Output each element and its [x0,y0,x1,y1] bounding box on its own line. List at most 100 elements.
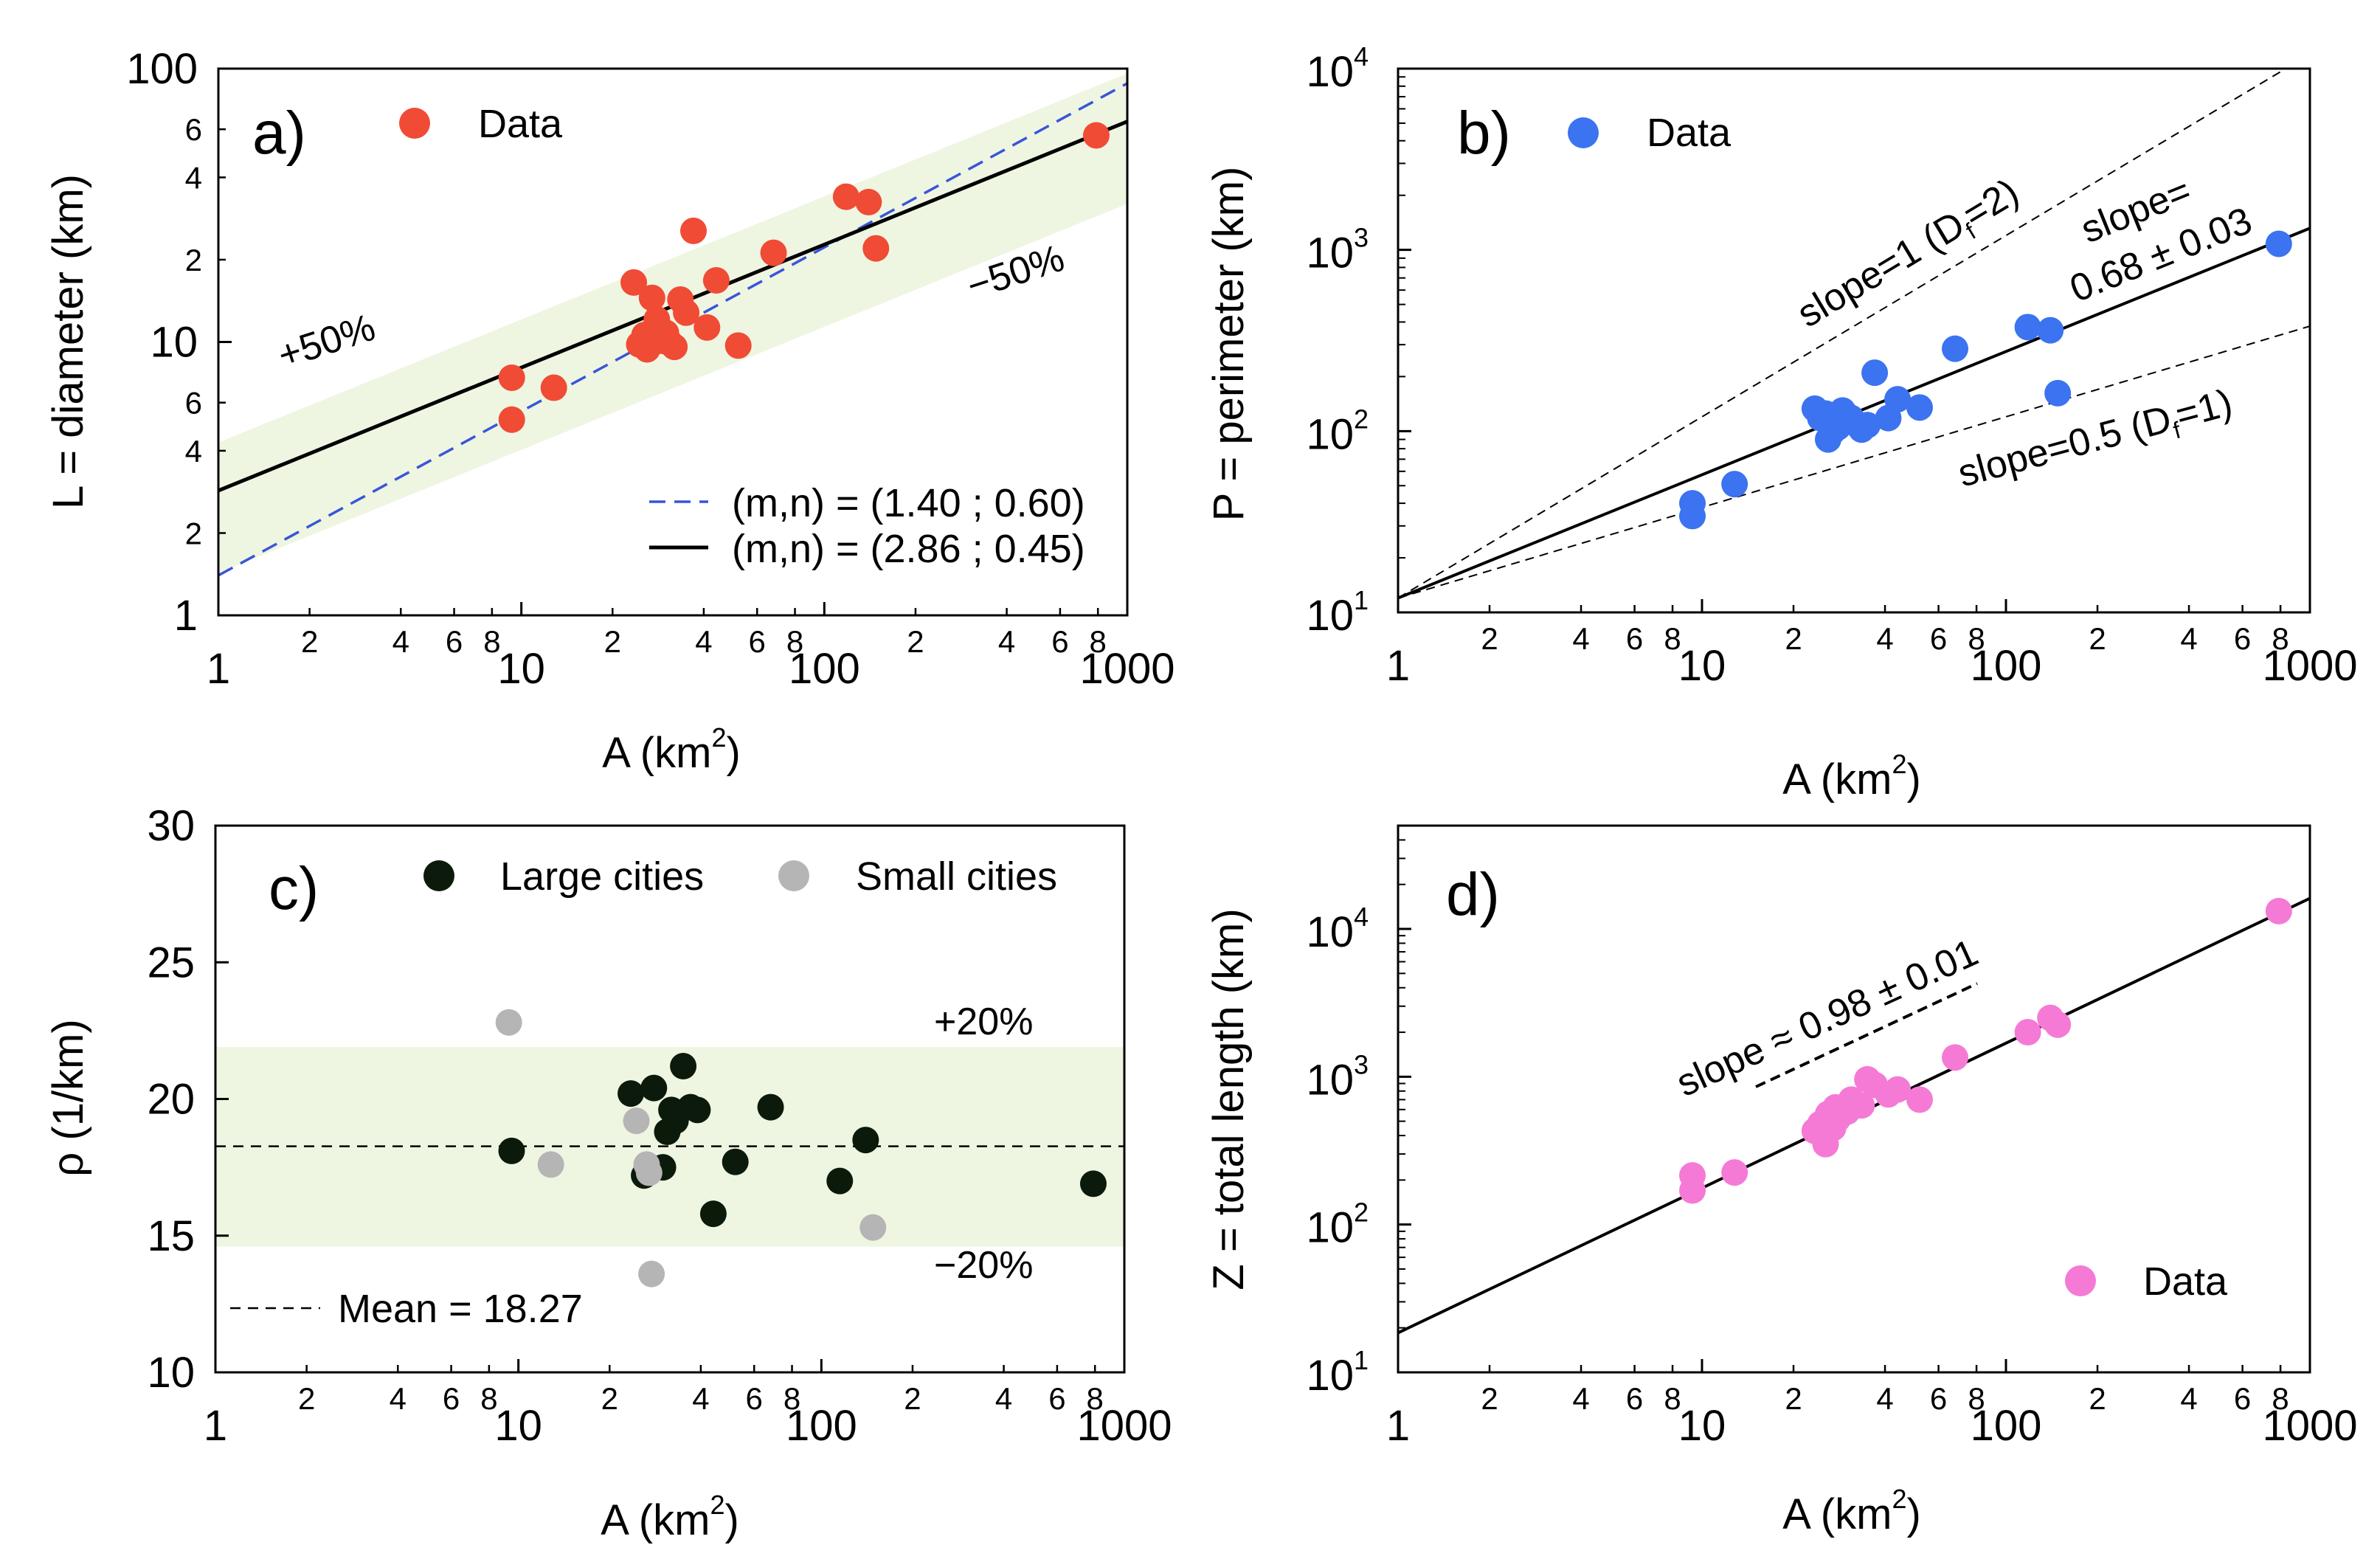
x-minor-tick-label: 8 [1968,621,1985,656]
data-point [855,188,882,215]
x-minor-tick-label: 8 [1087,1381,1104,1416]
y-tick-label: 10 [147,1349,195,1397]
fit-line [1398,69,2288,599]
y-tick-label: 101 [1306,1345,1369,1400]
data-point [670,1053,697,1080]
legend-label-mean: Mean = 18.27 [338,1287,583,1331]
error-band [215,1047,1124,1247]
annotation-slope: slope ≈ 0.98 ± 0.01 [1670,931,1985,1105]
data-point [1679,490,1706,517]
data-point [1906,1086,1933,1113]
legend-label-large-cities: Large cities [500,854,704,899]
x-minor-tick-label: 6 [1051,624,1068,659]
y-minor-tick-label: 4 [185,434,202,469]
x-minor-tick-label: 6 [1930,621,1947,656]
legend-label-small-cities: Small cities [856,854,1057,899]
y-tick-label: 103 [1306,1049,1369,1104]
data-point [852,1127,879,1154]
x-minor-tick-label: 4 [692,1381,709,1416]
x-minor-tick-label: 6 [2234,621,2251,656]
data-point [757,1093,784,1121]
x-minor-tick-label: 4 [2180,1381,2197,1416]
data-point [1082,122,1110,149]
legend-marker-large-cities [423,860,454,891]
data-point [2014,1019,2041,1046]
x-minor-tick-label: 8 [783,1381,800,1416]
data-point [2037,317,2064,344]
legend-marker-small-cities [778,860,809,891]
x-minor-tick-label: 6 [1626,621,1643,656]
data-point [635,1159,663,1186]
data-point [2044,1011,2072,1038]
data-point [1721,1159,1748,1186]
x-tick-label: 100 [786,1402,857,1450]
y-tick-label: 100 [126,45,198,93]
data-point [638,1260,665,1287]
x-minor-tick-label: 8 [1968,1381,1985,1416]
y-tick-label: 101 [1306,585,1369,640]
x-minor-tick-label: 8 [1664,1381,1681,1416]
data-point [2265,230,2292,257]
x-tick-label: 10 [494,1402,542,1450]
annotation-minus20: −20% [934,1244,1033,1287]
panel-label: b) [1457,100,1511,167]
data-point [537,1151,564,1178]
y-ticks: 1 10 100 2 4 6 2 4 6 [126,45,232,640]
x-minor-tick-label: 8 [2272,621,2289,656]
data-point [1906,394,1933,421]
x-minor-tick-label: 6 [746,1381,763,1416]
x-minor-tick-label: 4 [1572,1381,1589,1416]
band-area [215,1047,1124,1247]
x-minor-tick-label: 4 [1876,621,1893,656]
y-tick-label: 103 [1306,223,1369,277]
x-tick-label: 10 [1678,642,1726,690]
data-point [498,1137,525,1164]
x-tick-label: 100 [789,645,860,693]
y-minor-tick-label: 2 [185,516,202,550]
annotation-plus50: +50% [273,306,381,378]
x-axis-label: A (km2) [1782,749,1921,803]
data-point [618,1080,645,1107]
x-tick-label: 1000 [2262,1402,2357,1450]
y-tick-label: 1 [174,592,198,640]
x-minor-tick-label: 4 [392,624,409,659]
x-minor-tick-label: 6 [1930,1381,1947,1416]
data-point [1079,1170,1107,1197]
x-minor-tick-label: 2 [298,1381,315,1416]
y-ticks: 101 102 103 104 [1306,41,1411,640]
data-point [2265,897,2292,924]
x-minor-tick-label: 8 [1090,624,1107,659]
x-minor-tick-label: 4 [2180,621,2197,656]
y-tick-label: 104 [1306,41,1369,96]
x-axis-label: A (km2) [601,1490,739,1544]
data-point [638,284,665,311]
x-minor-tick-label: 4 [695,624,712,659]
y-tick-label: 104 [1306,902,1369,956]
data-point [2014,314,2041,341]
x-minor-tick-label: 2 [1785,621,1802,656]
data-point [702,267,730,294]
data-point [495,1009,522,1036]
y-minor-tick-label: 2 [185,243,202,277]
y-axis-label: ρ (1/km) [44,1019,92,1176]
fit-line [1398,325,2310,599]
data-point [760,239,787,266]
x-minor-tick-label: 2 [2089,1381,2106,1416]
x-minor-tick-label: 8 [483,624,500,659]
x-tick-label: 1000 [2262,642,2357,690]
x-minor-tick-label: 4 [390,1381,407,1416]
data-point [724,332,752,359]
panel-label: a) [252,100,306,167]
legend-marker-data [1568,117,1599,148]
x-axis-label: A (km2) [1782,1484,1921,1538]
x-minor-tick-label: 4 [995,1381,1012,1416]
data-point [623,1107,650,1135]
legend-label-data: Data [478,102,563,146]
x-minor-tick-label: 4 [1876,1381,1893,1416]
x-minor-tick-label: 2 [604,624,621,659]
